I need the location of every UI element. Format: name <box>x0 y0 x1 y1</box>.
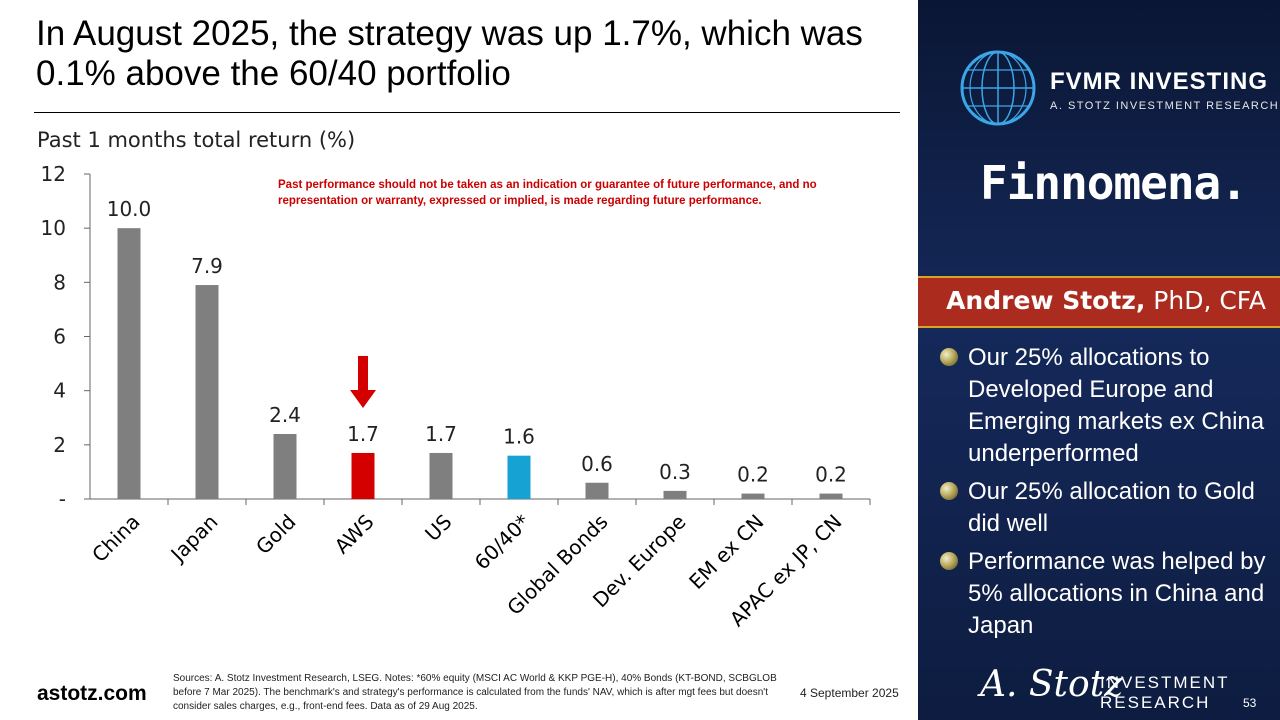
bullet-item: Performance was helped by 5% allocations… <box>940 546 1275 642</box>
disclaimer-text: Past performance should not be taken as … <box>278 179 817 207</box>
chart-subtitle: Past 1 months total return (%) <box>37 128 356 152</box>
title-divider <box>34 112 900 113</box>
data-label: 1.7 <box>425 422 457 446</box>
data-label: 10.0 <box>107 197 152 221</box>
y-tick-label: 8 <box>53 270 66 294</box>
bar <box>273 434 297 499</box>
y-tick-label: 2 <box>53 433 66 457</box>
arrow-head <box>350 389 376 408</box>
bar <box>117 228 141 499</box>
y-tick-label: 12 <box>41 162 66 186</box>
data-label: 0.6 <box>581 452 613 476</box>
x-tick-label: China <box>87 510 144 567</box>
bullet-sphere-icon <box>940 348 958 366</box>
arrow-shaft <box>358 355 368 392</box>
data-label: 0.2 <box>737 463 769 487</box>
data-label: 1.6 <box>503 425 535 449</box>
research-logo: INVESTMENT RESEARCH <box>1100 673 1230 713</box>
bullet-text: Performance was helped by 5% allocations… <box>968 548 1266 639</box>
globe-logo-icon <box>960 50 1036 126</box>
x-tick-label: AWS <box>330 510 379 559</box>
brand-subtitle: A. STOTZ INVESTMENT RESEARCH <box>1050 100 1280 112</box>
bullet-list: Our 25% allocations to Developed Europe … <box>940 342 1275 648</box>
bar <box>195 285 219 499</box>
slide-title: In August 2025, the strategy was up 1.7%… <box>36 14 863 93</box>
x-tick-label: Japan <box>165 510 223 568</box>
bar <box>351 452 375 499</box>
data-label: 0.3 <box>659 460 691 484</box>
bullet-text: Our 25% allocations to Developed Europe … <box>968 344 1265 467</box>
bullet-text: Our 25% allocation to Gold did well <box>968 478 1255 537</box>
y-tick-label: 10 <box>41 216 66 240</box>
x-tick-label: US <box>420 510 456 546</box>
bar-chart: - 2 4 6 8 10 12 10.0 China 7.9 Japan 2.4 Gold 1.7 AWS… <box>41 162 871 631</box>
footer-website[interactable]: astotz.com <box>37 682 147 705</box>
data-label: 2.4 <box>269 403 301 427</box>
brand-name: FVMR INVESTING <box>1050 68 1269 95</box>
author-name: Andrew Stotz, <box>946 286 1146 315</box>
page-number: 53 <box>1243 696 1257 710</box>
author-credit: Andrew Stotz, PhD, CFA <box>946 286 1266 315</box>
x-tick-label: EM ex CN <box>684 510 768 594</box>
bullet-sphere-icon <box>940 482 958 500</box>
bar <box>741 493 765 499</box>
author-banner: Andrew Stotz, PhD, CFA <box>918 276 1280 328</box>
bar <box>663 490 687 499</box>
bar <box>507 455 531 499</box>
bar <box>429 452 453 499</box>
bar <box>585 482 609 499</box>
y-tick-label: - <box>59 487 66 511</box>
x-tick-label: 60/40* <box>470 510 535 575</box>
footer-notes: Sources: A. Stotz Investment Research, L… <box>173 673 777 712</box>
data-label: 0.2 <box>815 463 847 487</box>
bullet-item: Our 25% allocations to Developed Europe … <box>940 342 1275 470</box>
y-tick-label: 4 <box>53 379 66 403</box>
signature-logo: A. Stotz <box>980 664 1124 705</box>
y-tick-label: 6 <box>53 325 66 349</box>
partner-logo: Finnomena. <box>980 156 1248 210</box>
data-label: 7.9 <box>191 254 223 278</box>
down-arrow-icon <box>350 355 376 408</box>
x-tick-label: Gold <box>251 510 300 559</box>
bullet-sphere-icon <box>940 552 958 570</box>
author-credentials: PhD, CFA <box>1145 286 1266 315</box>
data-label: 1.7 <box>347 422 379 446</box>
side-panel: FVMR INVESTING A. STOTZ INVESTMENT RESEA… <box>918 0 1280 720</box>
research-logo-line1: INVESTMENT <box>1100 673 1230 692</box>
footer-date: 4 September 2025 <box>800 686 899 700</box>
bar <box>819 493 843 499</box>
bullet-item: Our 25% allocation to Gold did well <box>940 476 1275 540</box>
research-logo-line2: RESEARCH <box>1100 693 1211 712</box>
